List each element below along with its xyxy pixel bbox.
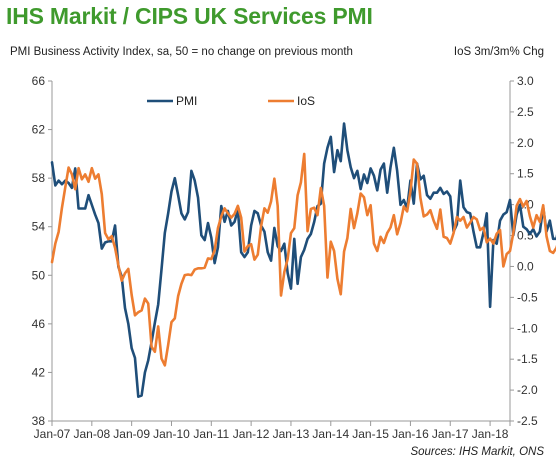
right-axis-tick-label: -1.0	[517, 321, 538, 335]
right-axis-tick-label: 2.5	[517, 105, 534, 119]
left-axis-tick-label: 38	[32, 414, 46, 428]
left-axis-tick-label: 46	[32, 317, 46, 331]
legend-label-pmi: PMI	[176, 94, 197, 108]
x-axis-tick-label: Jan-11	[193, 427, 229, 441]
left-axis-tick-label: 42	[32, 365, 46, 379]
x-axis-tick-label: Jan-17	[432, 427, 469, 441]
x-axis-tick-label: Jan-13	[273, 427, 310, 441]
x-axis-tick-label: Jan-10	[153, 427, 190, 441]
x-axis-tick-label: Jan-08	[73, 427, 110, 441]
right-axis-tick-label: -2.5	[517, 414, 538, 428]
legend-label-ios: IoS	[297, 94, 315, 108]
left-axis-tick-label: 66	[32, 74, 46, 88]
right-axis-tick-label: -0.5	[517, 290, 538, 304]
x-axis-tick-label: Jan-18	[472, 427, 509, 441]
x-axis-tick-label: Jan-12	[233, 427, 270, 441]
x-axis-tick-label: Jan-07	[34, 427, 71, 441]
right-axis-tick-label: 0.0	[517, 259, 534, 273]
x-axis-tick-label: Jan-09	[113, 427, 150, 441]
right-axis-subtitle: IoS 3m/3m% Chg	[453, 46, 544, 58]
source-note: Sources: IHS Markit, ONS	[410, 446, 544, 458]
chart-title: IHS Markit / CIPS UK Services PMI	[6, 3, 373, 29]
x-axis-tick-label: Jan-16	[392, 427, 429, 441]
x-axis-tick-label: Jan-15	[352, 427, 389, 441]
left-axis-tick-label: 54	[32, 220, 46, 234]
right-axis-tick-label: 2.0	[517, 136, 534, 150]
series-line-pmi	[50, 122, 556, 399]
right-axis-tick-label: -1.5	[517, 352, 538, 366]
left-axis-tick-label: 58	[32, 171, 46, 185]
series-line-ios	[50, 152, 556, 367]
right-axis-tick-label: 3.0	[517, 74, 534, 88]
left-axis-tick-label: 62	[32, 123, 46, 137]
left-axis-tick-label: 50	[32, 268, 46, 282]
x-axis-tick-label: Jan-14	[312, 427, 349, 441]
right-axis-tick-label: -2.0	[517, 383, 538, 397]
right-axis-tick-label: 1.5	[517, 167, 534, 181]
left-axis-subtitle: PMI Business Activity Index, sa, 50 = no…	[10, 46, 353, 58]
